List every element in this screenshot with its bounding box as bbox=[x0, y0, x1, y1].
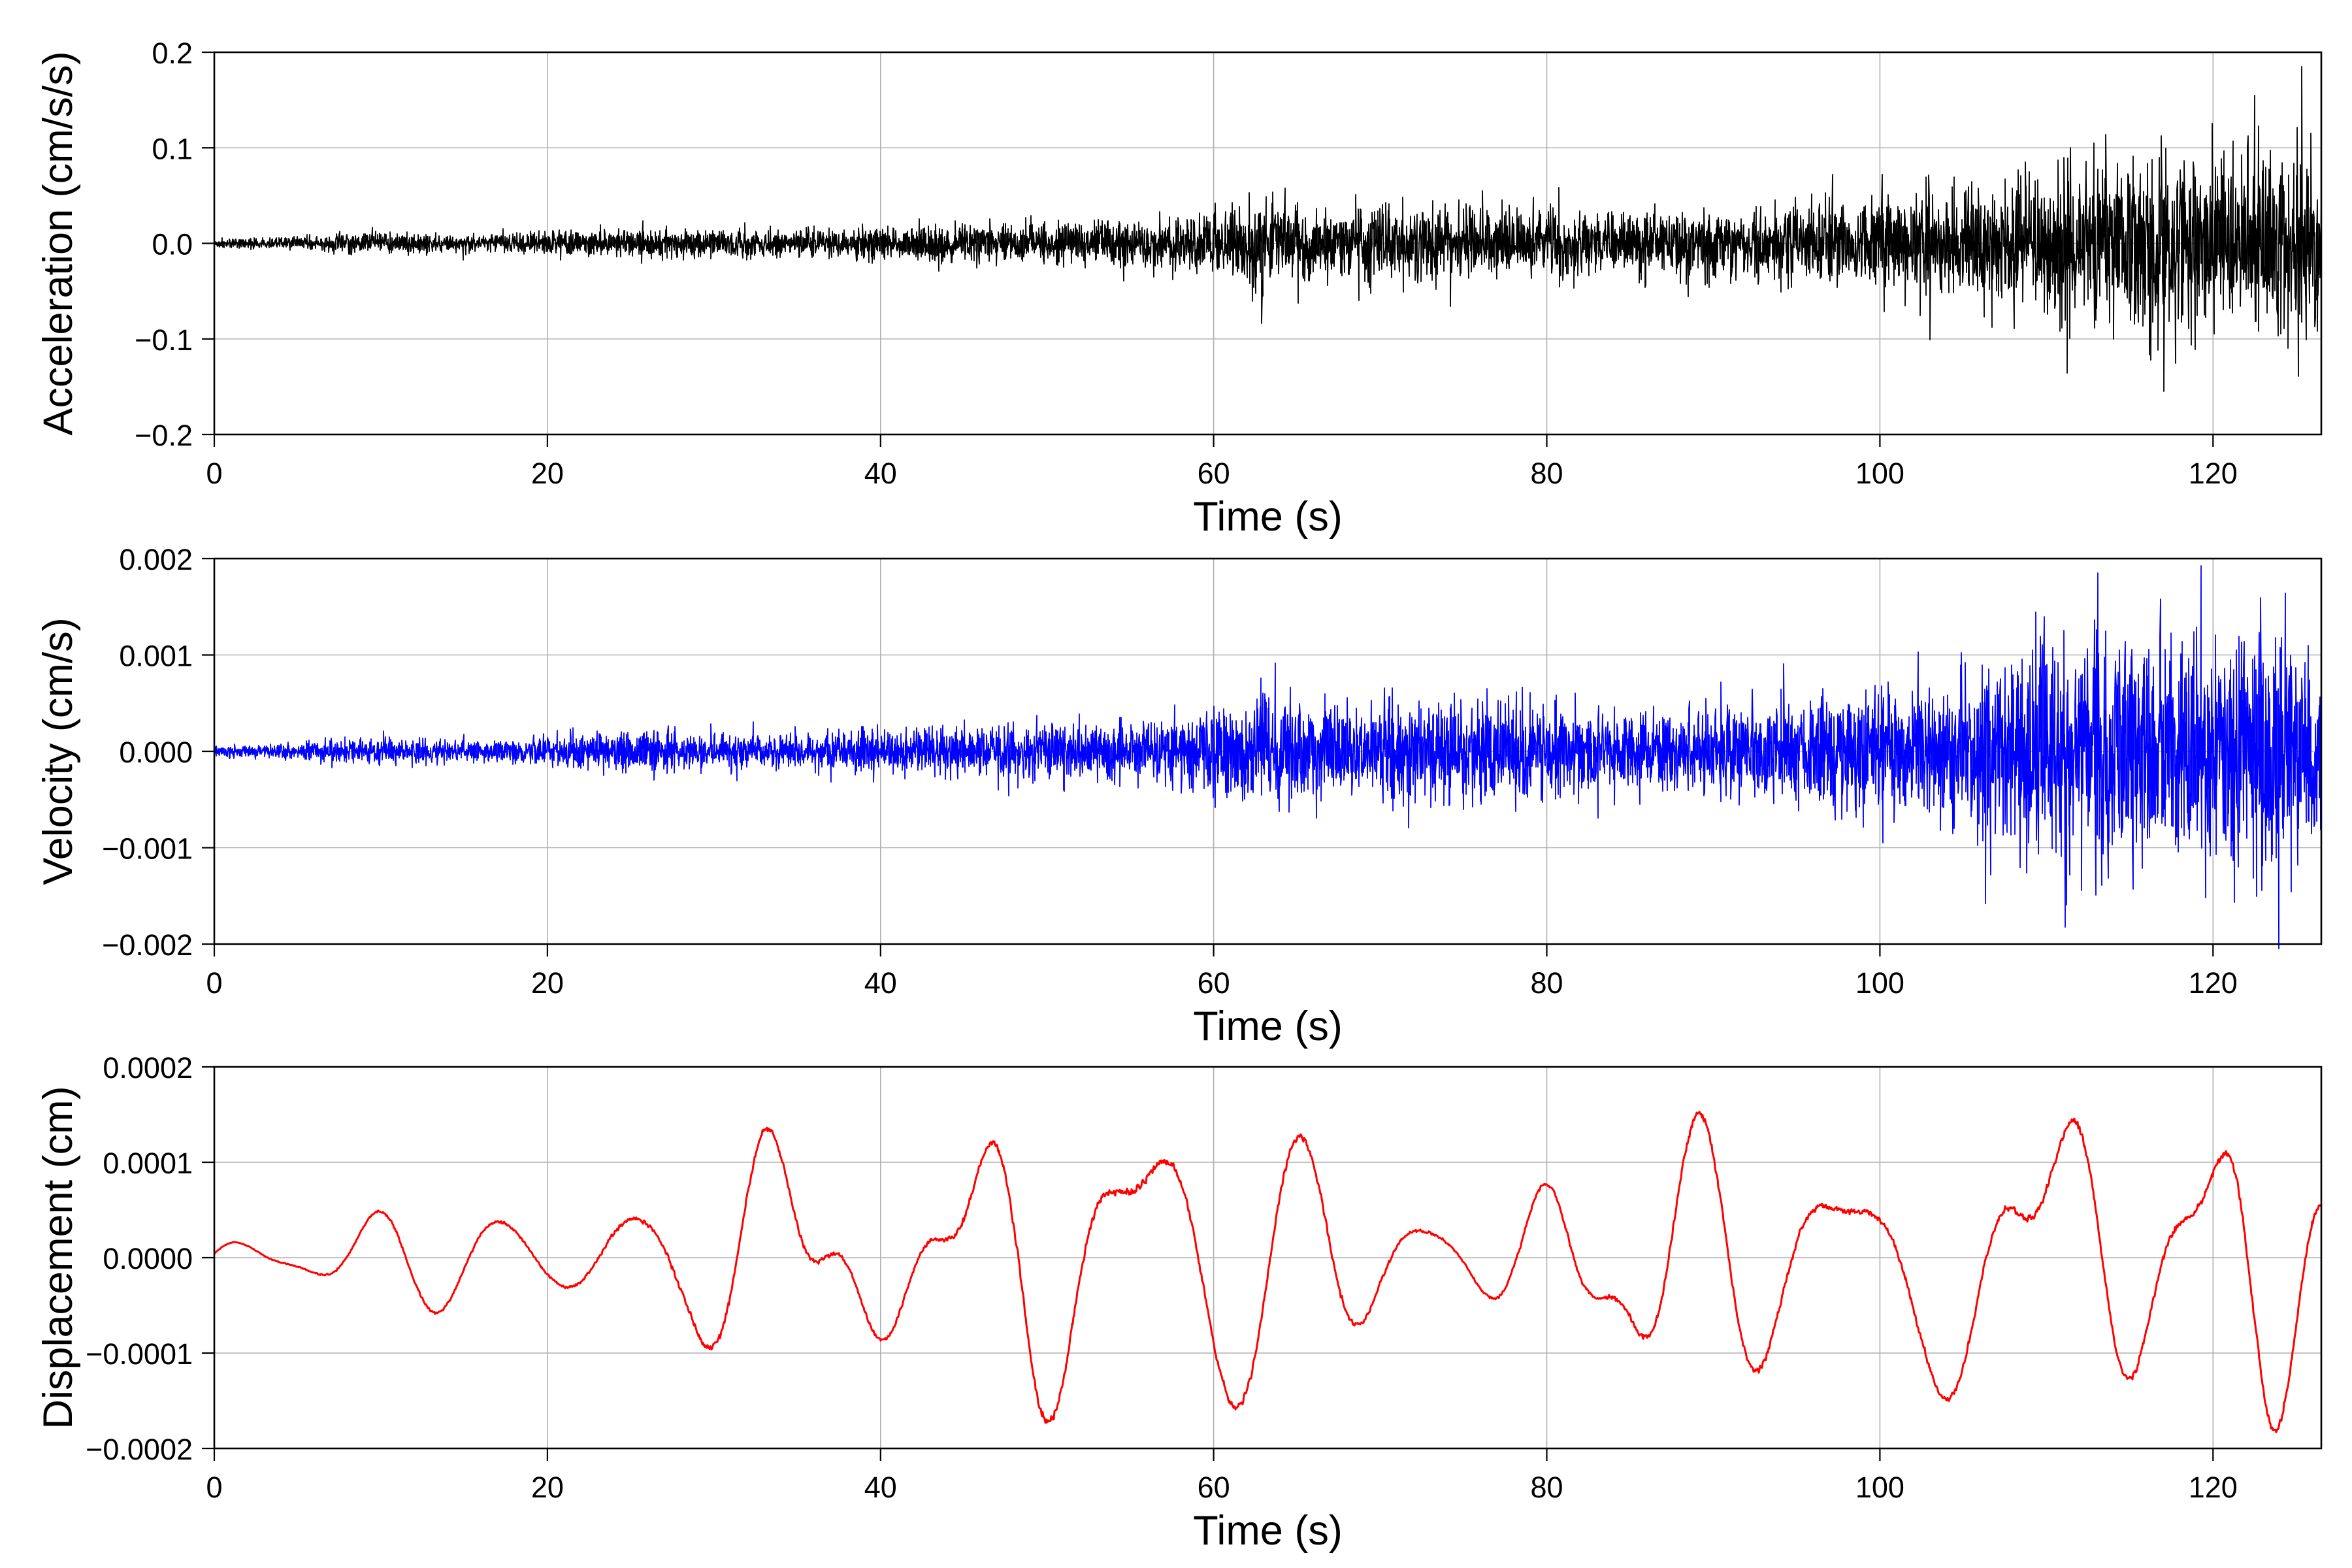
svg-text:0.0001: 0.0001 bbox=[103, 1147, 193, 1180]
svg-text:0: 0 bbox=[206, 1471, 222, 1504]
svg-text:120: 120 bbox=[2189, 457, 2238, 490]
svg-text:80: 80 bbox=[1530, 1471, 1563, 1504]
svg-text:0.002: 0.002 bbox=[119, 543, 193, 576]
svg-text:−0.001: −0.001 bbox=[102, 832, 193, 866]
svg-text:Acceleration (cm/s/s): Acceleration (cm/s/s) bbox=[35, 51, 81, 435]
svg-text:20: 20 bbox=[531, 457, 564, 490]
svg-text:−0.2: −0.2 bbox=[135, 419, 193, 452]
svg-text:60: 60 bbox=[1198, 966, 1230, 1000]
svg-text:120: 120 bbox=[2189, 966, 2238, 1000]
svg-text:60: 60 bbox=[1198, 1471, 1230, 1504]
svg-text:0.0002: 0.0002 bbox=[103, 1051, 193, 1085]
svg-text:Time (s): Time (s) bbox=[1193, 1508, 1343, 1554]
svg-text:−0.002: −0.002 bbox=[102, 928, 193, 962]
svg-text:0.2: 0.2 bbox=[152, 37, 193, 70]
svg-text:0.001: 0.001 bbox=[119, 640, 193, 673]
svg-text:Time (s): Time (s) bbox=[1193, 494, 1343, 540]
svg-text:0: 0 bbox=[206, 457, 222, 490]
svg-text:60: 60 bbox=[1198, 457, 1230, 490]
svg-text:20: 20 bbox=[531, 1471, 564, 1504]
svg-text:−0.0002: −0.0002 bbox=[86, 1433, 193, 1466]
svg-text:40: 40 bbox=[864, 457, 897, 490]
svg-text:20: 20 bbox=[531, 966, 564, 1000]
svg-text:0.0000: 0.0000 bbox=[103, 1242, 193, 1275]
svg-text:0.000: 0.000 bbox=[119, 736, 193, 769]
svg-text:0.0: 0.0 bbox=[152, 228, 193, 261]
svg-text:Displacement (cm): Displacement (cm) bbox=[35, 1086, 81, 1429]
svg-text:100: 100 bbox=[1855, 966, 1904, 1000]
svg-text:−0.1: −0.1 bbox=[135, 323, 193, 357]
svg-text:Time (s): Time (s) bbox=[1193, 1004, 1343, 1049]
svg-text:0.1: 0.1 bbox=[152, 132, 193, 165]
svg-text:0: 0 bbox=[206, 966, 222, 1000]
svg-text:80: 80 bbox=[1530, 966, 1563, 1000]
svg-text:80: 80 bbox=[1530, 457, 1563, 490]
svg-text:120: 120 bbox=[2189, 1471, 2238, 1504]
svg-text:Velocity (cm/s): Velocity (cm/s) bbox=[35, 617, 81, 885]
svg-text:100: 100 bbox=[1855, 457, 1904, 490]
svg-text:−0.0001: −0.0001 bbox=[86, 1337, 193, 1371]
svg-text:100: 100 bbox=[1855, 1471, 1904, 1504]
svg-text:40: 40 bbox=[864, 1471, 897, 1504]
svg-text:40: 40 bbox=[864, 966, 897, 1000]
